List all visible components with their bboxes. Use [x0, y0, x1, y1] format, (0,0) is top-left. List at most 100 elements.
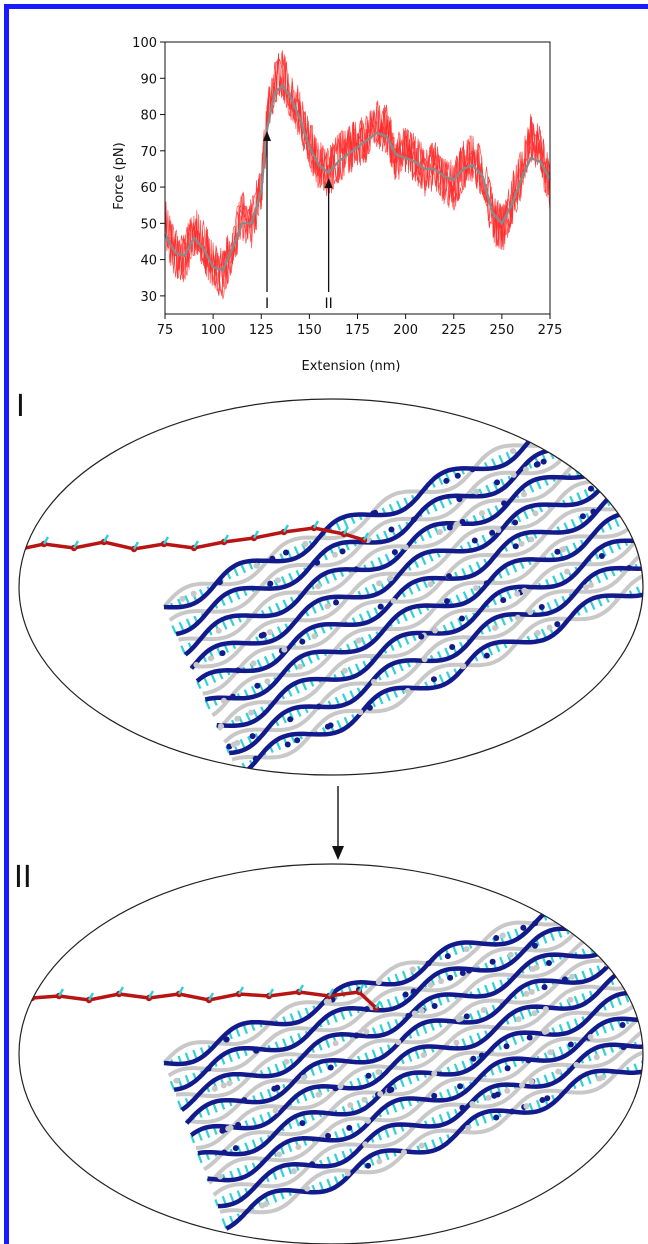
base-pair [593, 412, 600, 423]
y-tick-label: 70 [140, 145, 157, 160]
nucleotide-bead [207, 655, 214, 662]
nucleotide-bead [430, 676, 437, 683]
base-pair [637, 392, 640, 396]
nucleotide-bead [438, 978, 445, 985]
nucleotide-bead [583, 584, 590, 591]
base-pair [587, 439, 594, 450]
base-pair [19, 542, 22, 551]
base-pair [641, 992, 643, 996]
base-pair [644, 407, 648, 417]
nucleotide-bead [297, 663, 304, 670]
backbone-strand [223, 541, 643, 744]
nucleotide-bead [366, 704, 373, 711]
nucleotide-bead [531, 1010, 538, 1017]
base-pair [631, 967, 637, 978]
base-pair [638, 512, 641, 516]
nucleotide-bead [418, 633, 425, 640]
nucleotide-bead [248, 709, 255, 716]
base-pair [574, 928, 577, 932]
snapshot-outline [18, 863, 644, 1244]
nucleotide-bead [583, 463, 590, 470]
nucleotide-bead [362, 1141, 369, 1148]
y-tick-label: 60 [140, 181, 157, 196]
backbone-strand [180, 912, 643, 1112]
backbone-strand [231, 560, 643, 762]
nucleotide-bead [589, 921, 596, 928]
nucleotide-bead [480, 1006, 487, 1013]
nucleotide-bead [337, 1083, 344, 1090]
base-pair [624, 948, 630, 958]
dna-origami-bundle-icon [28, 873, 643, 1231]
nucleotide-bead [346, 1124, 353, 1131]
x-tick-label: 250 [489, 323, 514, 338]
nucleotide-bead [460, 663, 467, 670]
nucleotide-bead [272, 1107, 279, 1114]
nucleotide-bead [253, 562, 260, 569]
nucleotide-bead [324, 723, 331, 730]
y-tick-label: 80 [140, 109, 157, 124]
base-pair [617, 427, 621, 430]
base-pair [640, 537, 643, 542]
nucleotide-bead [347, 1102, 354, 1109]
nucleotide-bead [455, 1016, 462, 1023]
nucleotide-bead [211, 1085, 218, 1092]
backbone-strand [211, 488, 643, 717]
nucleotide-bead [323, 998, 330, 1005]
backbone-strand [207, 993, 643, 1183]
nucleotide-bead [234, 667, 241, 674]
nucleotide-bead [529, 966, 536, 973]
nucleotide-bead [386, 1087, 393, 1094]
nucleotide-bead [619, 1022, 626, 1029]
x-axis-label: Extension (nm) [302, 359, 401, 374]
x-tick-label: 225 [441, 323, 466, 338]
dna-origami-bundle-icon [19, 392, 648, 775]
nucleotide-bead [523, 1103, 530, 1110]
panel-label-first: I [16, 389, 25, 424]
nucleotide-bead [190, 590, 197, 597]
base-pair [639, 899, 643, 907]
x-tick-label: 275 [538, 323, 563, 338]
nucleotide-bead [532, 920, 539, 927]
base-pair [634, 884, 638, 889]
nucleotide-bead [267, 580, 274, 587]
y-tick-label: 50 [140, 217, 157, 232]
nucleotide-bead [410, 988, 417, 995]
nucleotide-bead [587, 581, 594, 588]
nucleotide-bead [260, 631, 267, 638]
nucleotide-bead [266, 629, 273, 636]
nucleotide-bead [387, 575, 394, 582]
backbone-strand [225, 1028, 643, 1231]
nucleotide-bead [500, 597, 507, 604]
nucleotide-bead [554, 621, 561, 628]
nucleotide-bead [575, 442, 582, 449]
nucleotide-bead [315, 583, 322, 590]
base-pair [612, 493, 618, 504]
nucleotide-bead [217, 1173, 224, 1180]
base-pair [641, 1016, 643, 1021]
nucleotide-bead [363, 1006, 370, 1013]
nucleotide-bead [544, 1095, 551, 1102]
base-pair [623, 969, 630, 981]
nucleotide-bead [600, 917, 607, 924]
nucleotide-bead [459, 969, 466, 976]
base-pair [644, 486, 645, 489]
nucleotide-bead [363, 1028, 370, 1035]
base-pair [618, 489, 626, 501]
base-pair [596, 942, 603, 954]
nucleotide-bead [402, 991, 409, 998]
base-pair [604, 939, 610, 949]
nucleotide-bead [527, 609, 534, 616]
nucleotide-bead [299, 1120, 306, 1127]
base-pair [169, 1080, 176, 1091]
nucleotide-bead [315, 1091, 322, 1098]
base-pair [636, 410, 643, 421]
base-pair [571, 421, 575, 426]
base-pair [214, 1199, 219, 1207]
nucleotide-bead [522, 466, 529, 473]
nucleotide-bead [541, 984, 548, 991]
nucleotide-bead [284, 741, 291, 748]
nucleotide-bead [510, 471, 517, 478]
nucleotide-bead [395, 1039, 402, 1046]
nucleotide-bead [514, 590, 521, 597]
backbone-strand [185, 933, 643, 1124]
